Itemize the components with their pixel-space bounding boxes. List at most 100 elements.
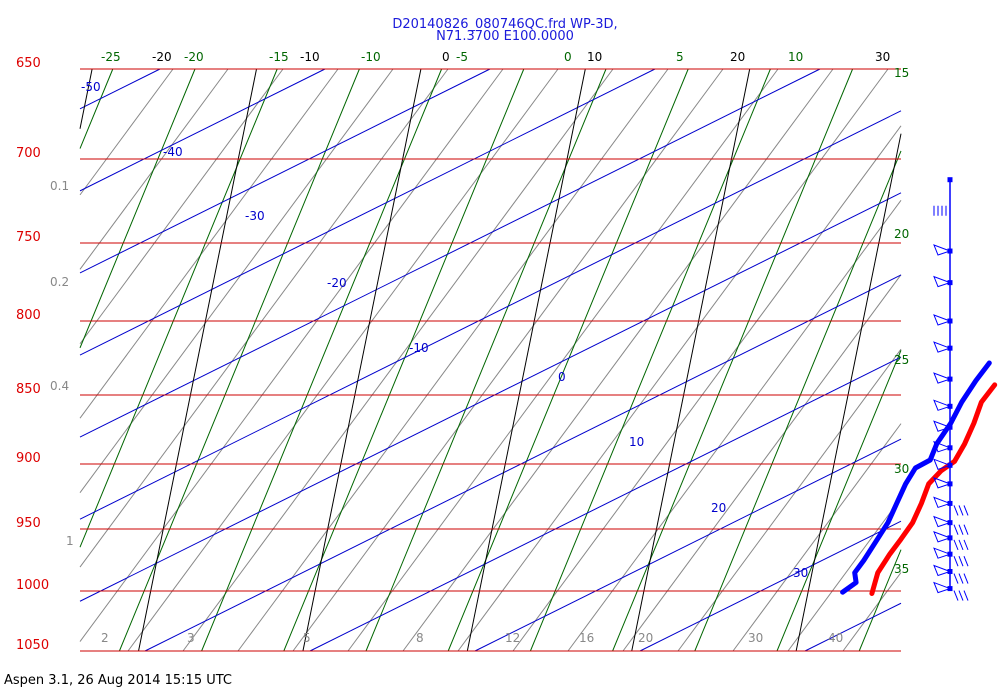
pressure-tick-label: 650 [16,56,41,71]
wind-flag [933,372,952,384]
dry-adiabat-line [79,68,161,110]
wind-feather [958,590,964,601]
isotherm-line [138,68,257,652]
wind-feather [963,524,969,535]
dry-adiabat-line [309,356,902,652]
dry-adiabat-line [79,68,821,438]
wind-flag [933,547,952,559]
mixing-ratio-label: 0.4 [50,379,69,393]
mixing-ratio-label: 20 [638,631,653,645]
moist-adiabat-label: 35 [894,562,909,576]
dry-adiabat-label: -30 [245,209,265,223]
mixing-ratio-label: 5 [303,631,311,645]
wind-flag [933,440,952,453]
pressure-tick-label: 700 [16,146,41,161]
wind-flag [933,515,952,528]
dry-adiabat-line [79,192,902,602]
mixing-ratio-line [79,68,174,196]
temperature-trace [869,382,998,596]
mixing-ratio-label: 8 [416,631,424,645]
moist-adiabat-label: 0 [564,50,572,64]
isotherm-line [79,68,93,129]
isotherms [79,68,902,652]
moist-adiabat-label: -15 [269,50,289,64]
mixing-ratio-label: 1 [66,534,74,548]
moist-adiabat-line [447,68,689,652]
isotherm-line [466,68,586,652]
moist-adiabat-label: 5 [676,50,684,64]
isotherm-label: 0 [442,50,450,64]
sounding-traces [840,360,998,596]
isotherm-label: -20 [152,50,172,64]
wind-feather [953,555,959,567]
dry-adiabat-label: 30 [793,566,808,580]
isotherm-line [302,68,422,652]
mixing-ratio-label: 0.1 [50,179,69,193]
wind-feather [958,573,964,584]
moist-adiabat-label: -25 [101,50,121,64]
wind-flag [933,531,952,543]
mixing-ratio-line [79,68,504,642]
isotherm-label: 20 [730,50,745,64]
dry-adiabat-label: -10 [409,341,429,355]
wind-feather [958,539,964,551]
mixing-ratio-label: 0.2 [50,275,69,289]
moist-adiabat-line [118,68,360,652]
dry-adiabats [79,68,902,652]
dry-adiabat-line [79,68,491,274]
moist-adiabat-line [694,150,902,652]
moist-adiabat-label: -5 [456,50,468,64]
mixing-ratio-label: 3 [187,631,195,645]
mixing-ratio-label: 40 [828,631,843,645]
mixing-ratio-label: 30 [748,631,763,645]
dry-adiabat-line [804,602,902,652]
isotherm-line [631,68,751,652]
pressure-tick-label: 850 [16,382,41,397]
mixing-ratio-line [127,68,559,652]
moist-adiabat-label: 15 [894,66,909,80]
chart-title: D20140826_080746QC.frd WP-3D, N71.3700 E… [380,17,630,43]
wind-flag [933,399,952,411]
pressure-tick-label: 950 [16,516,41,531]
moist-adiabat-line [283,68,525,652]
wind-flag [933,244,952,256]
mixing-ratio-line [787,497,902,652]
moist-adiabat-label: 30 [894,462,909,476]
dry-adiabat-label: -40 [163,145,183,159]
dry-adiabat-line [79,68,656,356]
moist-adiabat-line [79,68,278,548]
wind-flag [933,477,952,489]
mixing-ratio-label: 2 [101,631,109,645]
moist-adiabat-line [776,350,902,652]
wind-top-marker [947,177,953,183]
moist-adiabat-label: -10 [361,50,381,64]
isobars [80,68,901,652]
mixing-ratio-line [79,68,284,345]
mixing-ratio-line [347,68,779,652]
mixing-ratio-line [79,68,394,493]
wind-feather [953,590,959,601]
mixing-ratio-line [292,68,724,652]
pressure-tick-label: 1000 [16,578,49,593]
dry-adiabat-label: 10 [629,435,644,449]
wind-feather [963,573,969,584]
mixing-ratio-line [402,68,834,652]
isotherm-label: 10 [587,50,602,64]
pressure-tick-label: 800 [16,308,41,323]
mixing-ratio-line [622,274,902,652]
mixing-ratio-line [567,199,902,652]
mixing-ratio-line [182,68,614,652]
pressure-tick-label: 1050 [16,638,49,653]
wind-feather [953,539,959,551]
wind-feather [963,555,969,567]
mixing-ratio-line [512,125,902,652]
wind-profile [933,177,969,601]
title-line-1: D20140826_080746QC.frd WP-3D, [392,17,618,32]
mixing-ratio-label: 16 [579,631,594,645]
dry-adiabat-line [144,274,902,652]
moist-adiabat-label: 10 [788,50,803,64]
isotherm-label: 30 [875,50,890,64]
wind-flag [933,314,952,326]
moist-adiabat-line [612,68,854,652]
